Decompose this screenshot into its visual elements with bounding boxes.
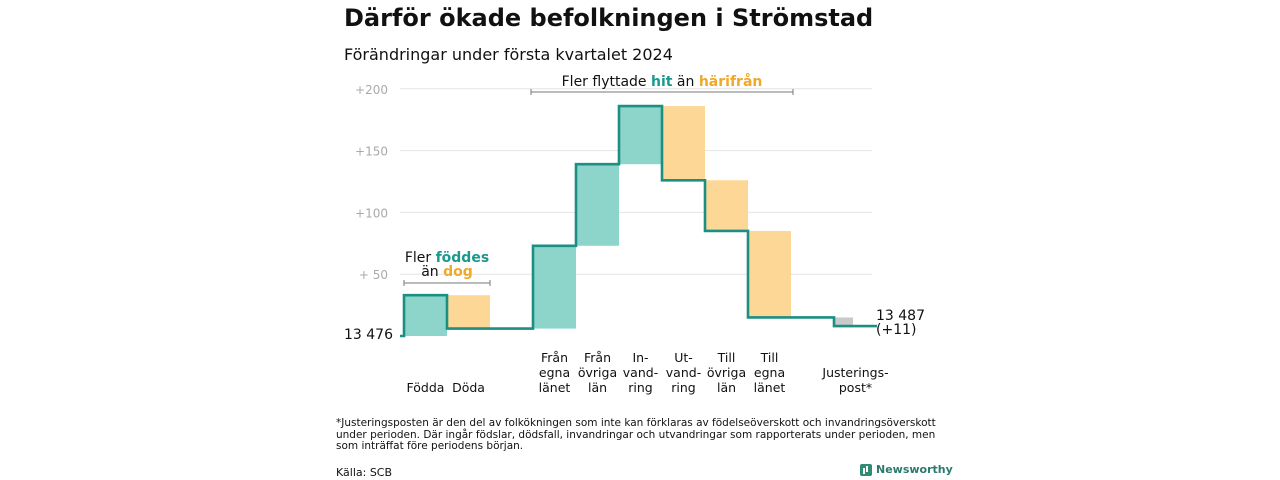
x-category-label: post* bbox=[839, 380, 872, 395]
x-category-label: övriga bbox=[707, 365, 746, 380]
x-category-label: länet bbox=[754, 380, 786, 395]
bar bbox=[835, 317, 853, 327]
bar bbox=[619, 106, 662, 165]
x-category-label: länet bbox=[539, 380, 571, 395]
x-category-label: Justerings- bbox=[821, 365, 888, 380]
brand-name: Newsworthy bbox=[876, 463, 953, 476]
x-category-label: övriga bbox=[578, 365, 617, 380]
bar bbox=[748, 230, 791, 318]
x-category-label: Ut- bbox=[674, 350, 693, 365]
step-line bbox=[400, 104, 877, 338]
x-category-label: egna bbox=[754, 365, 785, 380]
x-category-label: Från bbox=[584, 350, 611, 365]
bar bbox=[533, 245, 576, 329]
bar bbox=[662, 106, 705, 181]
x-category-label: län bbox=[588, 380, 607, 395]
x-category-label: Döda bbox=[452, 380, 485, 395]
annotation-migration: Fler flyttade hit än härifrån bbox=[562, 73, 763, 90]
x-category-label: län bbox=[717, 380, 736, 395]
x-category-label: Födda bbox=[407, 380, 445, 395]
x-category-label: Från bbox=[541, 350, 568, 365]
x-category-label: In- bbox=[632, 350, 648, 365]
annotation-deaths: än dog bbox=[421, 264, 473, 280]
bar bbox=[705, 180, 748, 231]
waterfall-chart: +200 +150 +100 + 50 13 476 13 487(+11) Födda Dö… bbox=[344, 73, 925, 395]
brand-logo: Newsworthy bbox=[860, 463, 953, 476]
chart-subtitle: Förändringar under första kvartalet 2024 bbox=[344, 45, 673, 64]
end-value-label: 13 487 bbox=[876, 308, 925, 324]
x-category-label: Till bbox=[717, 350, 736, 365]
bar bbox=[576, 164, 619, 246]
footnote: *Justeringsposten är den del av folkökni… bbox=[336, 417, 936, 452]
x-category-label: egna bbox=[539, 365, 570, 380]
x-category-label: Till bbox=[760, 350, 779, 365]
newsworthy-icon bbox=[860, 463, 872, 476]
x-category-label: ring bbox=[671, 380, 695, 395]
chart-title: Därför ökade befolkningen i Strömstad bbox=[344, 4, 874, 32]
y-tick-label: + 50 bbox=[359, 268, 388, 282]
x-category-label: ring bbox=[628, 380, 652, 395]
y-tick-label: +100 bbox=[355, 206, 388, 220]
x-category-label: vand- bbox=[666, 365, 701, 380]
x-category-label: vand- bbox=[623, 365, 658, 380]
end-change-label: (+11) bbox=[876, 322, 916, 338]
bar bbox=[447, 295, 490, 329]
annotation-births: Fler föddes bbox=[405, 250, 489, 266]
start-value-label: 13 476 bbox=[344, 327, 393, 343]
source-note: Källa: SCB bbox=[336, 466, 393, 479]
bar bbox=[404, 295, 447, 336]
y-tick-label: +200 bbox=[355, 83, 388, 97]
y-tick-label: +150 bbox=[355, 145, 388, 159]
